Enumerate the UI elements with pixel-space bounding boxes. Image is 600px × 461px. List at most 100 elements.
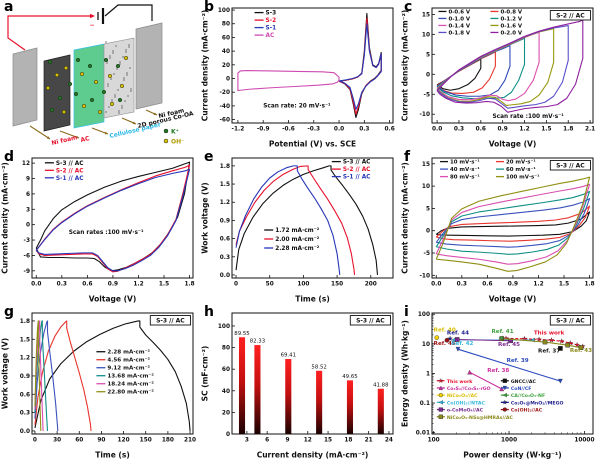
series-2.28 mA·cm⁻² [34, 320, 191, 431]
svg-text:NiCo₂O₄-NSs@HMRAs//AC: NiCo₂O₄-NSs@HMRAs//AC [447, 415, 514, 421]
svg-text:0.3: 0.3 [20, 411, 30, 417]
svg-text:Ref. 43: Ref. 43 [570, 348, 592, 354]
svg-text:0.9: 0.9 [220, 218, 230, 224]
bar [316, 370, 323, 434]
svg-text:-9: -9 [24, 269, 30, 275]
axes: 0 30 60 90 120 150 180 210 0.0 0.3 0.6 0.9 1.2 1.5 1.8… [1, 319, 197, 460]
svg-text:80 mV·s⁻¹: 80 mV·s⁻¹ [450, 174, 480, 181]
svg-text:0-1.6 V: 0-1.6 V [500, 23, 522, 29]
chart-cv-voltage-windows: 0.0 0.3 0.6 0.9 1.2 1.5 1.8 2.1 -10 -5 0 5 10 15 Volta… [401, 7, 595, 149]
svg-text:1.72 mA·cm⁻²: 1.72 mA·cm⁻² [275, 227, 320, 234]
svg-text:0: 0 [226, 77, 230, 83]
panel-letter-a: a [4, 0, 14, 15]
svg-text:60: 60 [75, 438, 83, 444]
badge: S-3 // AC [349, 315, 391, 326]
svg-text:Time (s): Time (s) [95, 451, 130, 460]
svg-text:40: 40 [222, 49, 230, 55]
series-0-0.6 V [436, 58, 482, 91]
panel-e: e 0 50 100 150 200 0.0 0.3 0.6 0.9 1.2 1.5 1.8 Time … [200, 150, 400, 305]
svg-text:1000: 1000 [501, 438, 517, 444]
svg-text:0-0.6 V: 0-0.6 V [448, 9, 470, 15]
svg-text:15: 15 [422, 12, 430, 18]
bar [285, 359, 292, 434]
axes: -1.2 -0.9 -0.6 -0.3 0.0 0.3 0.6 -60 -40 -20 0 20 40 6… [201, 8, 395, 148]
legend: S-3 // ACS-2 // AC S-1 // AC [331, 160, 370, 181]
legend: 1.72 mA·cm⁻² 2.00 mA·cm⁻² 2.28 mA·cm⁻² [264, 227, 320, 252]
svg-text:20: 20 [222, 410, 230, 416]
series-Co₃S₄//Co₃S₄-rGO [467, 369, 505, 392]
svg-text:S-3 // AC: S-3 // AC [56, 161, 84, 167]
series-22.80 mA·cm⁻² [34, 320, 42, 431]
svg-text:0.0: 0.0 [431, 282, 441, 288]
legend: This workCo₃S₄//Co₃S₄-rGONiCo₂O₄//ACCo(O… [436, 377, 563, 421]
svg-text:100: 100 [297, 282, 309, 288]
svg-text:Voltage (V): Voltage (V) [489, 295, 537, 304]
svg-text:0.6: 0.6 [476, 127, 486, 133]
svg-text:100 mV·s⁻¹: 100 mV·s⁻¹ [506, 174, 540, 181]
series-NiCo₂O₄//AC [434, 335, 440, 340]
svg-text:Ref. 38: Ref. 38 [487, 368, 509, 374]
svg-text:-20: -20 [220, 90, 230, 96]
badge: S-3 // AC [149, 315, 191, 326]
panel-c: c 0.0 0.3 0.6 0.9 1.2 1.5 1.8 2.1 -10 -5 0 5 10 15 Vol… [400, 0, 600, 150]
svg-text:Current density (mA·cm⁻²): Current density (mA·cm⁻²) [1, 162, 10, 274]
svg-text:60: 60 [222, 367, 230, 373]
svg-text:20 mV·s⁻¹: 20 mV·s⁻¹ [506, 159, 536, 166]
svg-text:Current density (mA·cm⁻²): Current density (mA·cm⁻²) [401, 162, 410, 274]
svg-text:Co(OH)₂//AC: Co(OH)₂//AC [511, 408, 543, 414]
svg-text:NiCo₂O₄//AC: NiCo₂O₄//AC [447, 393, 478, 399]
panel-letter-e: e [204, 150, 214, 165]
bar [346, 380, 354, 434]
svg-text:0.6: 0.6 [384, 127, 394, 133]
svg-text:Scan rate :100 mV·s⁻¹: Scan rate :100 mV·s⁻¹ [492, 113, 564, 120]
svg-text:82.33: 82.33 [250, 339, 265, 345]
axes: 3 6 9 12 15 18 21 24 0 20 40 60 80 100 Current density… [201, 324, 393, 460]
series-S-3 // AC [235, 165, 379, 276]
svg-text:-10: -10 [420, 273, 430, 279]
layer-co-oa [103, 37, 135, 119]
svg-text:6: 6 [26, 192, 30, 198]
series-GNCC//AC [558, 346, 563, 351]
svg-text:1.2: 1.2 [220, 200, 230, 206]
svg-text:41.88: 41.88 [373, 382, 389, 388]
svg-text:S-3 // AC: S-3 // AC [356, 318, 385, 325]
svg-text:S-2: S-2 [266, 18, 277, 24]
svg-text:90: 90 [97, 438, 105, 444]
wire-arrowhead-icon [90, 13, 95, 19]
svg-text:0.9: 0.9 [20, 374, 30, 380]
svg-text:200: 200 [365, 282, 377, 288]
svg-text:12: 12 [304, 438, 312, 444]
svg-text:210: 210 [184, 438, 196, 444]
chart-cv-electrodes: -1.2 -0.9 -0.6 -0.3 0.0 0.3 0.6 -60 -40 -20 0 20 40 6… [201, 7, 395, 149]
svg-text:0: 0 [426, 72, 430, 78]
svg-text:1.2: 1.2 [20, 356, 30, 362]
svg-text:1.2: 1.2 [133, 282, 143, 288]
svg-text:Energy density (Wh·kg⁻¹): Energy density (Wh·kg⁻¹) [401, 320, 410, 427]
axes: 0.0 0.3 0.6 0.9 1.2 1.5 1.8 -10 -5 0 5 10 15 Voltage … [401, 162, 595, 304]
svg-text:60 mV·s⁻¹: 60 mV·s⁻¹ [506, 166, 536, 173]
svg-text:-1.2: -1.2 [232, 127, 245, 133]
svg-text:18.24 mA·cm⁻²: 18.24 mA·cm⁻² [107, 381, 154, 388]
svg-text:10: 10 [422, 342, 430, 348]
series-AC [237, 70, 340, 92]
svg-text:1.8: 1.8 [220, 164, 230, 170]
svg-text:0-1.4 V: 0-1.4 V [448, 23, 470, 29]
svg-text:Ref. 39: Ref. 39 [507, 358, 529, 364]
svg-text:50: 50 [266, 282, 274, 288]
svg-text:Ref. 45: Ref. 45 [498, 342, 520, 348]
layer-ni-foam-left [12, 47, 38, 127]
svg-text:CoN//CF: CoN//CF [511, 386, 532, 392]
svg-text:20: 20 [222, 63, 230, 69]
legend: 0-0.6 V0-1.0 V0-1.4 V0-1.8 V 0-0.8 V0-1.2… [438, 9, 523, 36]
svg-text:Ref. 41: Ref. 41 [492, 329, 514, 335]
svg-text:Ref. 46: Ref. 46 [434, 341, 456, 347]
series-0-1.0 V [436, 44, 511, 97]
layer-cellulose-paper [73, 43, 105, 129]
svg-text:89.55: 89.55 [234, 331, 249, 337]
svg-text:0.6: 0.6 [82, 282, 92, 288]
series-80 mV·s⁻¹ [435, 183, 591, 265]
svg-text:5: 5 [426, 52, 430, 58]
svg-text:9: 9 [285, 438, 289, 444]
